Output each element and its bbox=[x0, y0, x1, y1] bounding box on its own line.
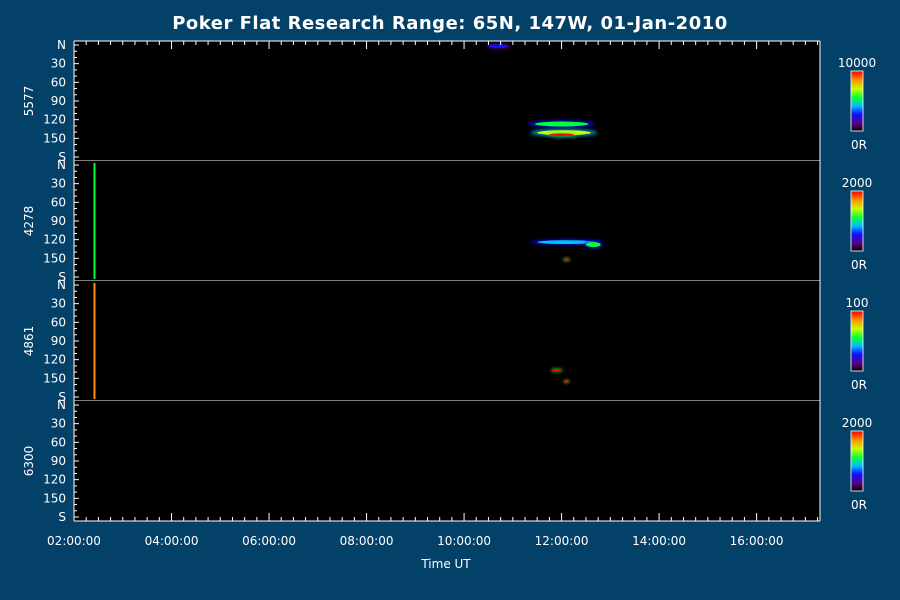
y-tick-label: 120 bbox=[43, 113, 66, 127]
y-tick-label: 60 bbox=[51, 315, 66, 329]
y-tick-label: S bbox=[58, 390, 66, 404]
panel-4278: N 30 60 90 120 150 S 4278 2000 0R bbox=[22, 158, 872, 284]
colorbar bbox=[850, 430, 864, 492]
emission-feature bbox=[534, 121, 589, 127]
x-tick-label: 02:00:00 bbox=[47, 534, 101, 548]
y-tick-label: N bbox=[57, 38, 66, 52]
emission-feature bbox=[537, 240, 596, 245]
colorbar bbox=[850, 70, 864, 132]
panel-features bbox=[93, 163, 604, 279]
colorbar-max-label: 2000 bbox=[842, 176, 873, 190]
y-tick-label: 120 bbox=[43, 473, 66, 487]
panel-6300: N 30 60 90 120 150 S 6300 2000 0R bbox=[22, 398, 872, 524]
y-tick-label: 90 bbox=[51, 214, 66, 228]
y-tick-label: 60 bbox=[51, 75, 66, 89]
chart-title: Poker Flat Research Range: 65N, 147W, 01… bbox=[172, 13, 728, 34]
x-axis-label: Time UT bbox=[420, 557, 471, 571]
y-tick-label: 30 bbox=[51, 177, 66, 191]
y-tick-label: 30 bbox=[51, 417, 66, 431]
y-tick-label: N bbox=[57, 278, 66, 292]
colorbar-max-label: 10000 bbox=[838, 56, 876, 70]
y-tick-label: 150 bbox=[43, 251, 66, 265]
x-tick-label: 06:00:00 bbox=[242, 534, 296, 548]
colorbar-min-label: 0R bbox=[851, 378, 867, 392]
y-tick-label: 90 bbox=[51, 94, 66, 108]
panel-features bbox=[486, 43, 598, 137]
colorbar-min-label: 0R bbox=[851, 258, 867, 272]
colorbar-max-label: 2000 bbox=[842, 416, 873, 430]
y-tick-label: N bbox=[57, 398, 66, 412]
x-tick-label: 04:00:00 bbox=[145, 534, 199, 548]
y-tick-label: S bbox=[58, 510, 66, 524]
panel-features bbox=[93, 283, 570, 399]
emission-feature bbox=[564, 380, 569, 383]
emission-feature bbox=[551, 369, 562, 372]
panel-4861: N 30 60 90 120 150 S 4861 100 0R bbox=[22, 278, 868, 404]
colorbar bbox=[850, 310, 864, 372]
panel-plot-area bbox=[74, 401, 820, 521]
panels: N 30 60 90 120 150 S 5577 10000 0R N 30 60 90 120 150 S 4… bbox=[22, 38, 876, 524]
emission-feature bbox=[585, 242, 601, 248]
x-tick-label: 14:00:00 bbox=[632, 534, 686, 548]
panel-plot-area bbox=[74, 41, 820, 161]
y-tick-label: 60 bbox=[51, 195, 66, 209]
y-tick-label: S bbox=[58, 270, 66, 284]
y-tick-label: 150 bbox=[43, 131, 66, 145]
colorbar-min-label: 0R bbox=[851, 138, 867, 152]
colorbar bbox=[850, 190, 864, 252]
panel-wavelength-label: 4861 bbox=[22, 326, 36, 357]
x-tick-label: 10:00:00 bbox=[437, 534, 491, 548]
y-tick-label: 120 bbox=[43, 233, 66, 247]
panel-plot-area bbox=[74, 281, 820, 401]
emission-feature bbox=[549, 133, 574, 136]
y-tick-label: 150 bbox=[43, 371, 66, 385]
colorbar-min-label: 0R bbox=[851, 498, 867, 512]
panel-wavelength-label: 6300 bbox=[22, 446, 36, 477]
y-tick-label: 60 bbox=[51, 435, 66, 449]
x-tick-label: 08:00:00 bbox=[340, 534, 394, 548]
y-tick-label: 90 bbox=[51, 454, 66, 468]
x-axis: 02:00:00 04:00:00 06:00:00 08:00:00 10:00:00… bbox=[47, 41, 819, 548]
y-tick-label: S bbox=[58, 150, 66, 164]
y-tick-label: 120 bbox=[43, 353, 66, 367]
panel-wavelength-label: 5577 bbox=[22, 86, 36, 117]
y-tick-label: 90 bbox=[51, 334, 66, 348]
emission-feature bbox=[563, 258, 570, 261]
colorbar-max-label: 100 bbox=[846, 296, 869, 310]
y-tick-label: 30 bbox=[51, 297, 66, 311]
y-tick-label: N bbox=[57, 158, 66, 172]
emission-feature bbox=[488, 44, 508, 49]
panel-plot-area bbox=[74, 161, 820, 281]
panel-wavelength-label: 4278 bbox=[22, 206, 36, 237]
y-tick-label: 30 bbox=[51, 57, 66, 71]
x-tick-label: 12:00:00 bbox=[535, 534, 589, 548]
panel-5577: N 30 60 90 120 150 S 5577 10000 0R bbox=[22, 38, 876, 164]
x-tick-label: 16:00:00 bbox=[730, 534, 784, 548]
y-tick-label: 150 bbox=[43, 491, 66, 505]
